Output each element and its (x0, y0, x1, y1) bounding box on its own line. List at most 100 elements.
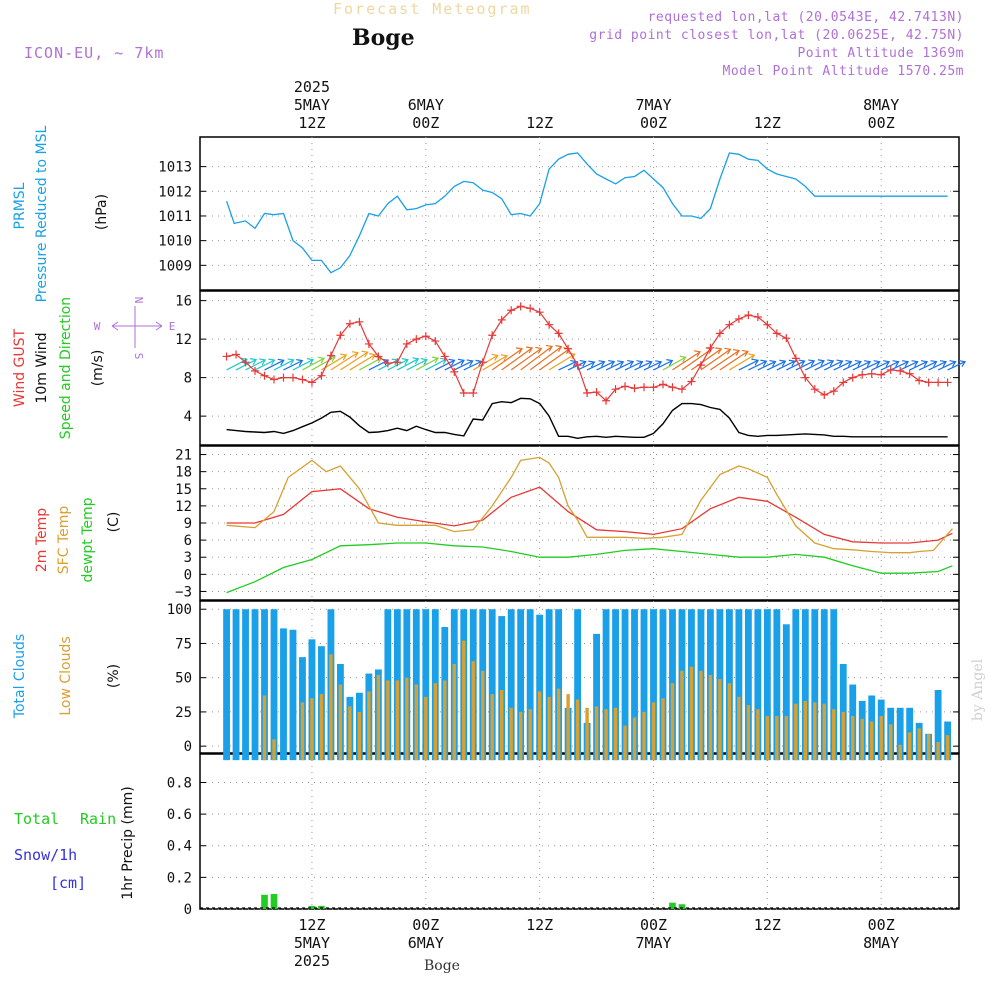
gust-marker (810, 385, 819, 394)
gust-marker (431, 337, 440, 346)
wind-arrow-head (724, 347, 732, 355)
low-cloud-bar (357, 711, 362, 761)
compass-w: W (94, 320, 101, 333)
temp-unit: (C) (106, 512, 122, 533)
low-cloud-bar (936, 742, 940, 761)
pressure-unit: (hPa) (94, 194, 110, 230)
gust-marker (611, 385, 620, 394)
low-cloud-bar (727, 683, 732, 761)
gust-marker (241, 358, 250, 367)
low-cloud-bar (718, 679, 722, 761)
wind-arrow (577, 361, 595, 371)
model-altitude: Model Point Altitude 1570.25m (722, 64, 964, 79)
pressure-line (225, 152, 948, 274)
total-cloud-bar (640, 609, 648, 761)
wind-arrow-head (655, 360, 663, 368)
gust-marker (658, 380, 667, 389)
wind-arrow (454, 360, 473, 371)
time-label-bottom: 6MAY (408, 934, 444, 952)
wind-arrow-head (901, 360, 910, 367)
time-label-bottom: 12Z (754, 916, 781, 934)
wind-arrow-head (827, 359, 835, 367)
low-cloud-bar (376, 674, 381, 761)
forecast-title: Forecast Meteogram (333, 0, 532, 18)
wind-arrow-head (748, 353, 756, 361)
low-cloud-bar (851, 716, 855, 761)
wind-arrow-head (431, 356, 440, 364)
wind-arrow (501, 347, 533, 371)
total-cloud-bar (792, 609, 800, 761)
wind-arrow-head (958, 360, 966, 367)
wind-arrow (805, 360, 825, 371)
wind-arrow-head (526, 346, 534, 354)
low-cloud-bar (632, 717, 637, 761)
temp-line-2 (226, 542, 953, 594)
wind-arrow (482, 355, 508, 371)
gust-marker (896, 366, 905, 375)
low-cloud-bar (926, 733, 931, 761)
total-cloud-bar (763, 609, 771, 761)
low-cloud-bar (566, 694, 570, 761)
total-cloud-bar (659, 609, 667, 761)
wind-arrow-head (949, 360, 957, 367)
gust-marker (744, 311, 753, 320)
low-cloud-bar (775, 716, 779, 761)
wind-arrow-head (920, 360, 929, 367)
wind-arrow (444, 359, 465, 371)
wind-arrow-head (732, 348, 740, 356)
compass-e: E (169, 320, 176, 333)
low-cloud-bar (879, 716, 883, 761)
wind-arrow (710, 350, 740, 371)
wind-gust-label: Wind GUST (12, 328, 28, 407)
gust-marker (715, 329, 724, 338)
y-tick-label: 12 (175, 332, 192, 348)
wind-arrow-head (340, 353, 348, 361)
gust-marker (526, 304, 535, 313)
gust-marker (317, 371, 326, 380)
time-label-top: 2025 (294, 78, 330, 96)
low-cloud-bar (462, 640, 466, 761)
wind-arrow (283, 360, 303, 371)
total-cloud-bar (612, 609, 619, 761)
low-cloud-bar (604, 709, 608, 761)
total-cloud-bar (242, 609, 249, 761)
wind-arrow (738, 359, 759, 371)
gust-marker (763, 320, 772, 329)
y-tick-label: 1013 (158, 160, 192, 176)
y-tick-label: 0.8 (167, 775, 192, 791)
temp-line-1 (226, 456, 953, 554)
wind-arrow (605, 361, 624, 371)
gust-marker (886, 365, 895, 374)
low-cloud-bar (917, 728, 921, 761)
wind-arrow (397, 358, 419, 371)
wind-arrow-head (693, 350, 702, 358)
low-cloud-bar (338, 684, 343, 761)
wind-arrow-head (679, 355, 687, 363)
total-cloud-bar (650, 609, 657, 761)
low-cloud-bar (794, 703, 798, 761)
gust-marker (516, 302, 525, 311)
low-cloud-bar (642, 711, 646, 761)
gust-marker (877, 370, 886, 379)
panel-frame-wind (199, 290, 960, 446)
wind-arrow (596, 360, 615, 371)
low-cloud-bar (784, 716, 789, 761)
total-clouds-label: Total Clouds (12, 634, 28, 719)
gust-marker (440, 352, 449, 361)
point-altitude: Point Altitude 1369m (797, 46, 964, 61)
wind-dir-label: Speed and Direction (58, 297, 74, 439)
wind-arrow (520, 345, 553, 371)
wind-arrow (491, 348, 523, 371)
wind-arrow (928, 361, 947, 371)
precip-ylabel: 1hr Precip (mm) (120, 786, 136, 899)
precip-legend-rain: Rain (80, 810, 116, 828)
wind-arrow-head (401, 358, 409, 365)
low-cloud-bar (699, 670, 703, 761)
low-cloud-bar (310, 698, 314, 761)
wind-arrow (529, 346, 562, 371)
wind-arrow-head (579, 359, 587, 367)
wind-arrow (852, 361, 871, 371)
low-cloud-bar (898, 744, 902, 761)
wind-arrow (653, 360, 673, 371)
gust-marker (820, 390, 829, 399)
